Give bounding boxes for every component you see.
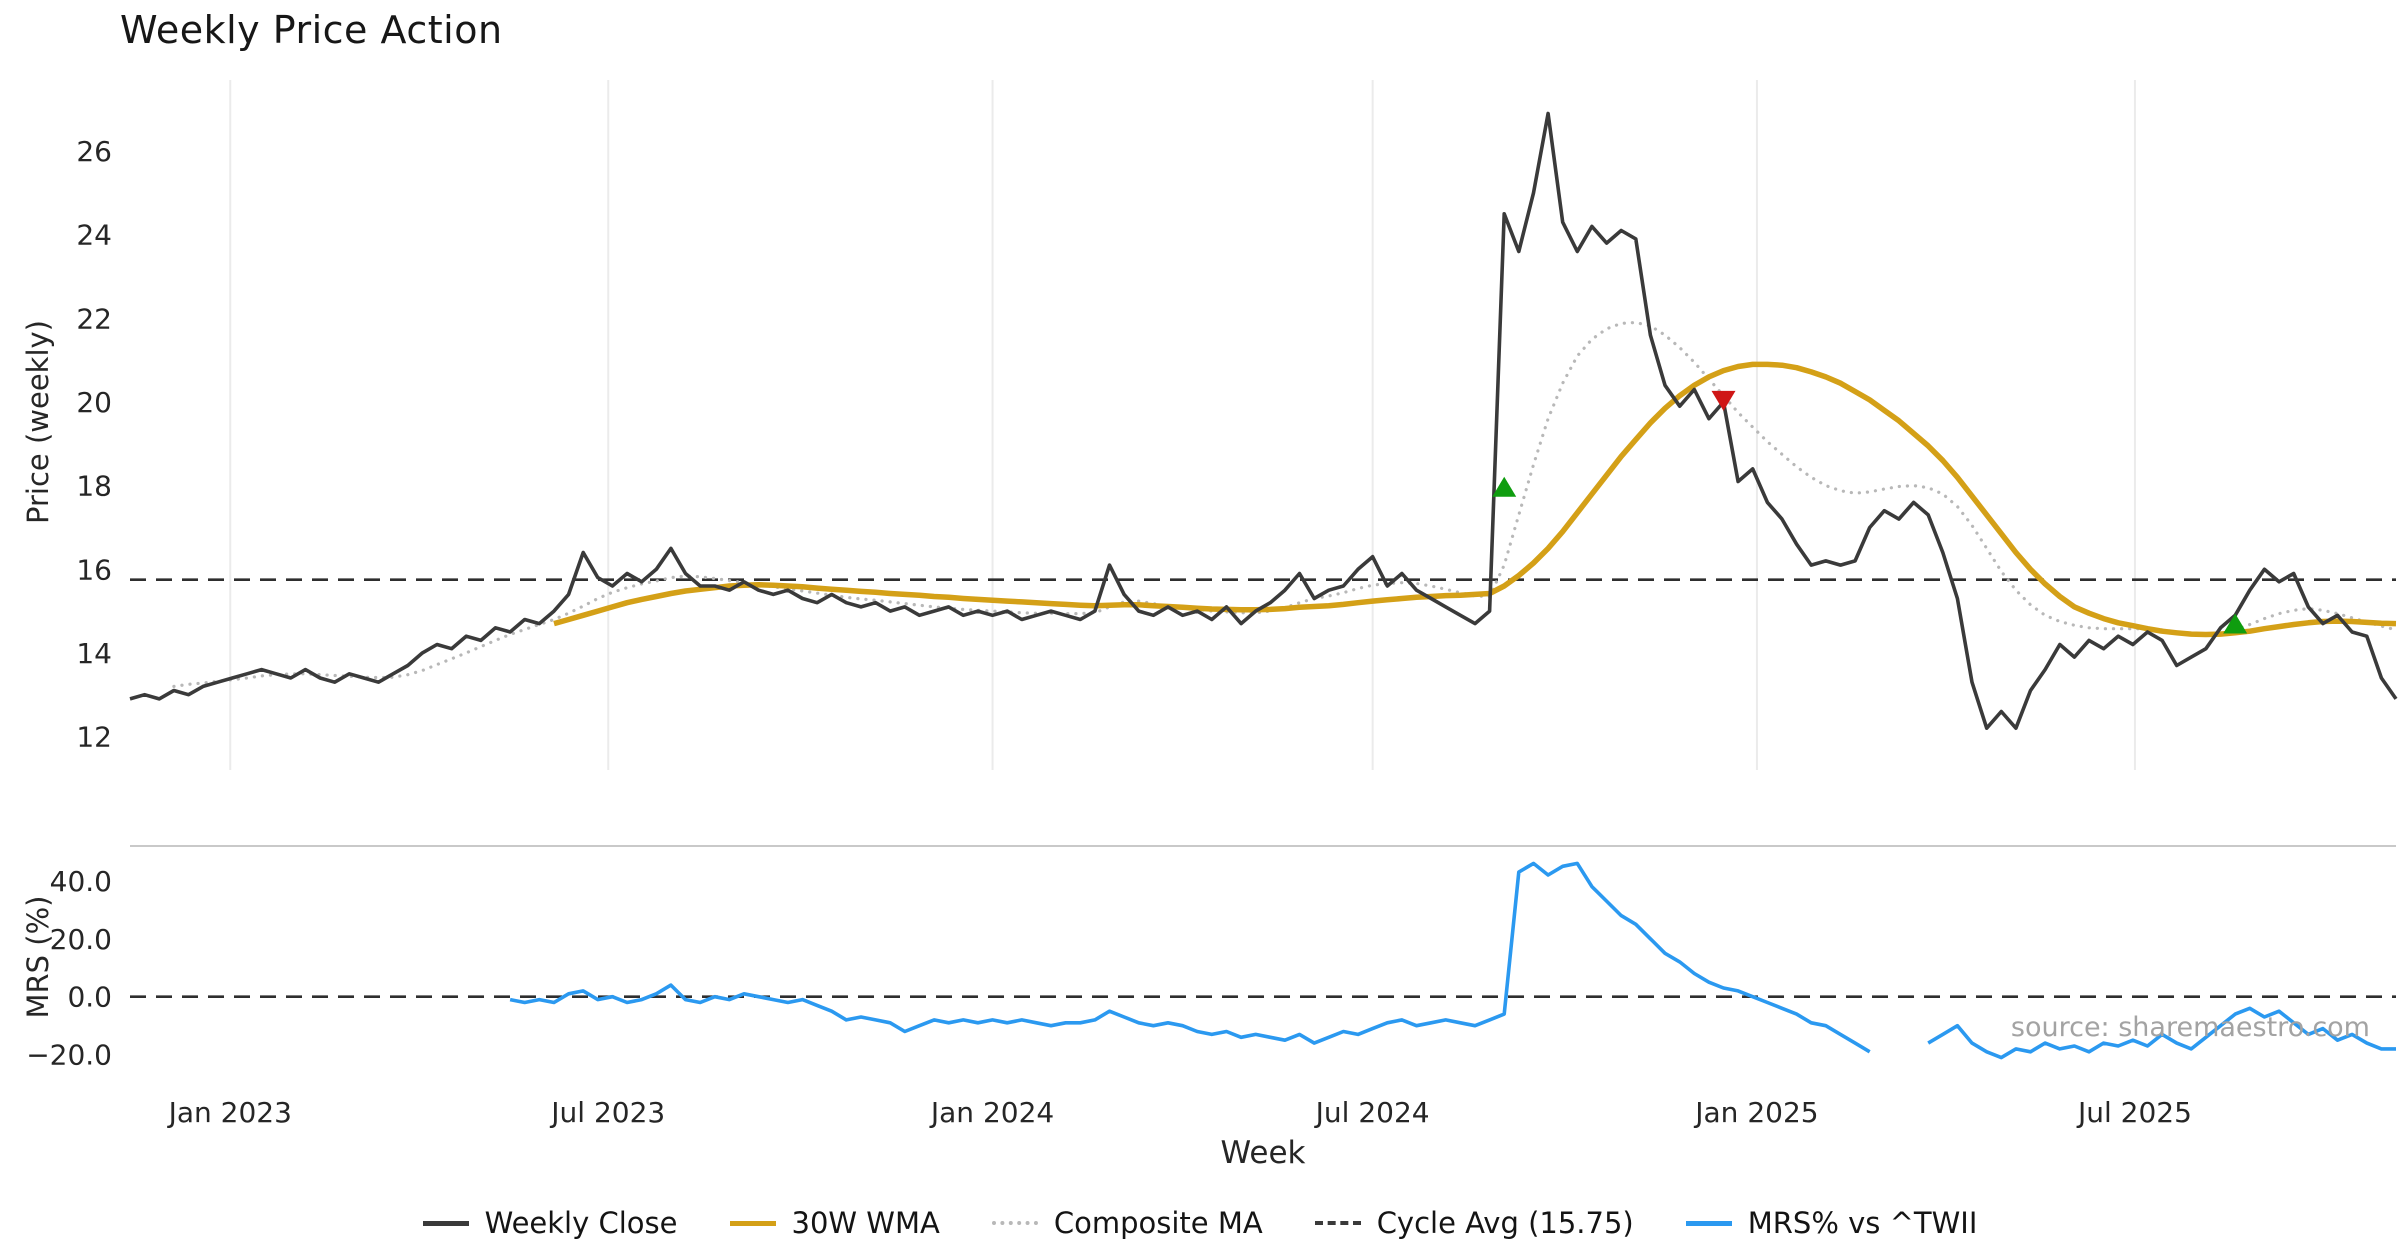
y-tick-label: 18: [76, 470, 112, 503]
legend-label: Composite MA: [1053, 1206, 1263, 1240]
y-tick-label: 20: [76, 386, 112, 419]
legend-swatch-weekly-close: [422, 1220, 469, 1226]
series-30w-wma: [553, 361, 2397, 638]
legend-label: Cycle Avg (15.75): [1376, 1206, 1634, 1240]
y-tick-label: 22: [76, 302, 112, 335]
legend: Weekly Close 30W WMA Composite MA Cycle …: [0, 1206, 2400, 1240]
legend-item-weekly-close: Weekly Close: [422, 1206, 678, 1240]
y-tick-label: 16: [76, 553, 112, 586]
chart-title: Weekly Price Action: [120, 8, 503, 52]
y-tick-label: 26: [76, 135, 112, 168]
price-axis-label: Price (weekly): [21, 320, 55, 525]
y-tick-label: 40.0: [50, 865, 112, 898]
series-mrs-vs-twii: [509, 861, 2396, 1060]
y-tick-label: 20.0: [50, 923, 112, 956]
watermark: source: sharemaestro.com: [2010, 1012, 2370, 1043]
legend-swatch-cycle-avg: [1314, 1221, 1361, 1225]
y-tick-label: 14: [76, 637, 112, 670]
legend-item-mrs: MRS% vs ^TWII: [1685, 1206, 1978, 1240]
x-tick-label: Jan 2024: [929, 1096, 1054, 1129]
buy-signal-marker: [1492, 476, 1517, 497]
y-tick-label: 12: [76, 721, 112, 754]
series-weekly-close: [129, 111, 2398, 730]
legend-item-cycle-avg: Cycle Avg (15.75): [1314, 1206, 1634, 1240]
x-tick-label: Jul 2025: [2076, 1096, 2192, 1129]
legend-swatch-30w-wma: [729, 1220, 776, 1226]
series-composite-ma: [172, 320, 2398, 688]
legend-label: Weekly Close: [484, 1206, 678, 1240]
mrs-axis-label: MRS (%): [21, 895, 55, 1019]
x-axis-label: Week: [1220, 1135, 1306, 1171]
buy-signal-marker: [2223, 613, 2248, 634]
legend-label: MRS% vs ^TWII: [1747, 1206, 1978, 1240]
y-tick-label: −20.0: [26, 1039, 112, 1072]
legend-item-30w-wma: 30W WMA: [729, 1206, 940, 1240]
x-tick-label: Jul 2023: [549, 1096, 665, 1129]
legend-item-composite-ma: Composite MA: [991, 1206, 1263, 1240]
x-tick-label: Jul 2024: [1314, 1096, 1430, 1129]
sell-signal-marker: [1711, 390, 1736, 411]
legend-swatch-mrs: [1685, 1220, 1732, 1226]
x-tick-label: Jan 2023: [167, 1096, 292, 1129]
x-tick-label: Jan 2025: [1693, 1096, 1818, 1129]
y-tick-label: 24: [76, 219, 112, 252]
y-tick-label: 0.0: [67, 981, 112, 1014]
legend-label: 30W WMA: [791, 1206, 940, 1240]
legend-swatch-composite-ma: [991, 1221, 1038, 1225]
